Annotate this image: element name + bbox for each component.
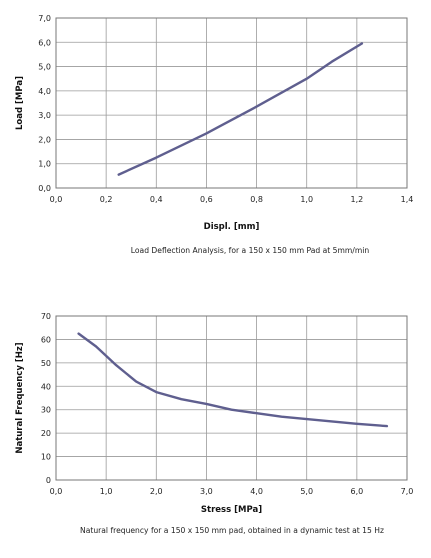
y-tick-label: 0,0 xyxy=(38,184,51,193)
x-axis-label: Stress [MPa] xyxy=(201,505,262,515)
y-tick-label: 70 xyxy=(41,312,51,321)
y-tick-label: 40 xyxy=(41,382,51,391)
y-tick-label: 7,0 xyxy=(38,14,51,23)
x-tick-label: 1,0 xyxy=(100,487,113,496)
y-tick-label: 20 xyxy=(41,429,51,438)
x-tick-label: 7,0 xyxy=(401,487,414,496)
x-axis-label: Displ. [mm] xyxy=(204,222,260,232)
x-tick-label: 6,0 xyxy=(350,487,363,496)
y-tick-label: 3,0 xyxy=(38,111,51,120)
load-deflection-chart: 0,0 0,2 0,4 0,6 0,8 1,0 1,2 1,4 0,0 1,0 2,0 3,0 4,0 5… xyxy=(15,14,413,255)
natural-frequency-chart: 0,0 1,0 2,0 3,0 4,0 5,0 6,0 7,0 0 10 20 30 40 50 60 70 S… xyxy=(15,312,413,535)
x-tick-label: 5,0 xyxy=(300,487,313,496)
y-tick-label: 2,0 xyxy=(38,135,51,144)
y-tick-label: 10 xyxy=(41,453,51,462)
y-tick-label: 5,0 xyxy=(38,63,51,72)
y-tick-label: 30 xyxy=(41,406,51,415)
y-tick-label: 4,0 xyxy=(38,87,51,96)
y-axis-label: Natural Frequency [Hz] xyxy=(15,342,25,453)
y-tick-label: 60 xyxy=(41,335,51,344)
y-tick-label: 50 xyxy=(41,359,51,368)
y-tick-label: 0 xyxy=(46,476,51,485)
x-tick-label: 0,6 xyxy=(200,195,213,204)
y-tick-label: 6,0 xyxy=(38,38,51,47)
y-axis-label: Load [MPa] xyxy=(15,76,25,130)
x-tick-label: 1,2 xyxy=(350,195,363,204)
x-tick-label: 0,8 xyxy=(250,195,263,204)
series-line xyxy=(117,42,364,176)
x-tick-label: 1,4 xyxy=(401,195,414,204)
x-tick-label: 1,0 xyxy=(300,195,313,204)
x-tick-label: 3,0 xyxy=(200,487,213,496)
x-tick-label: 4,0 xyxy=(250,487,263,496)
x-tick-label: 0,4 xyxy=(150,195,163,204)
y-tick-label: 1,0 xyxy=(38,160,51,169)
series-line xyxy=(77,332,389,428)
x-tick-label: 0,2 xyxy=(100,195,113,204)
chart-caption: Natural frequency for a 150 x 150 mm pad… xyxy=(80,526,384,535)
x-tick-label: 2,0 xyxy=(150,487,163,496)
x-tick-label: 0,0 xyxy=(50,195,63,204)
plot-area-frame xyxy=(55,315,408,481)
plot-area-frame xyxy=(55,17,408,189)
x-tick-label: 0,0 xyxy=(50,487,63,496)
chart-caption: Load Deflection Analysis, for a 150 x 15… xyxy=(131,246,370,255)
